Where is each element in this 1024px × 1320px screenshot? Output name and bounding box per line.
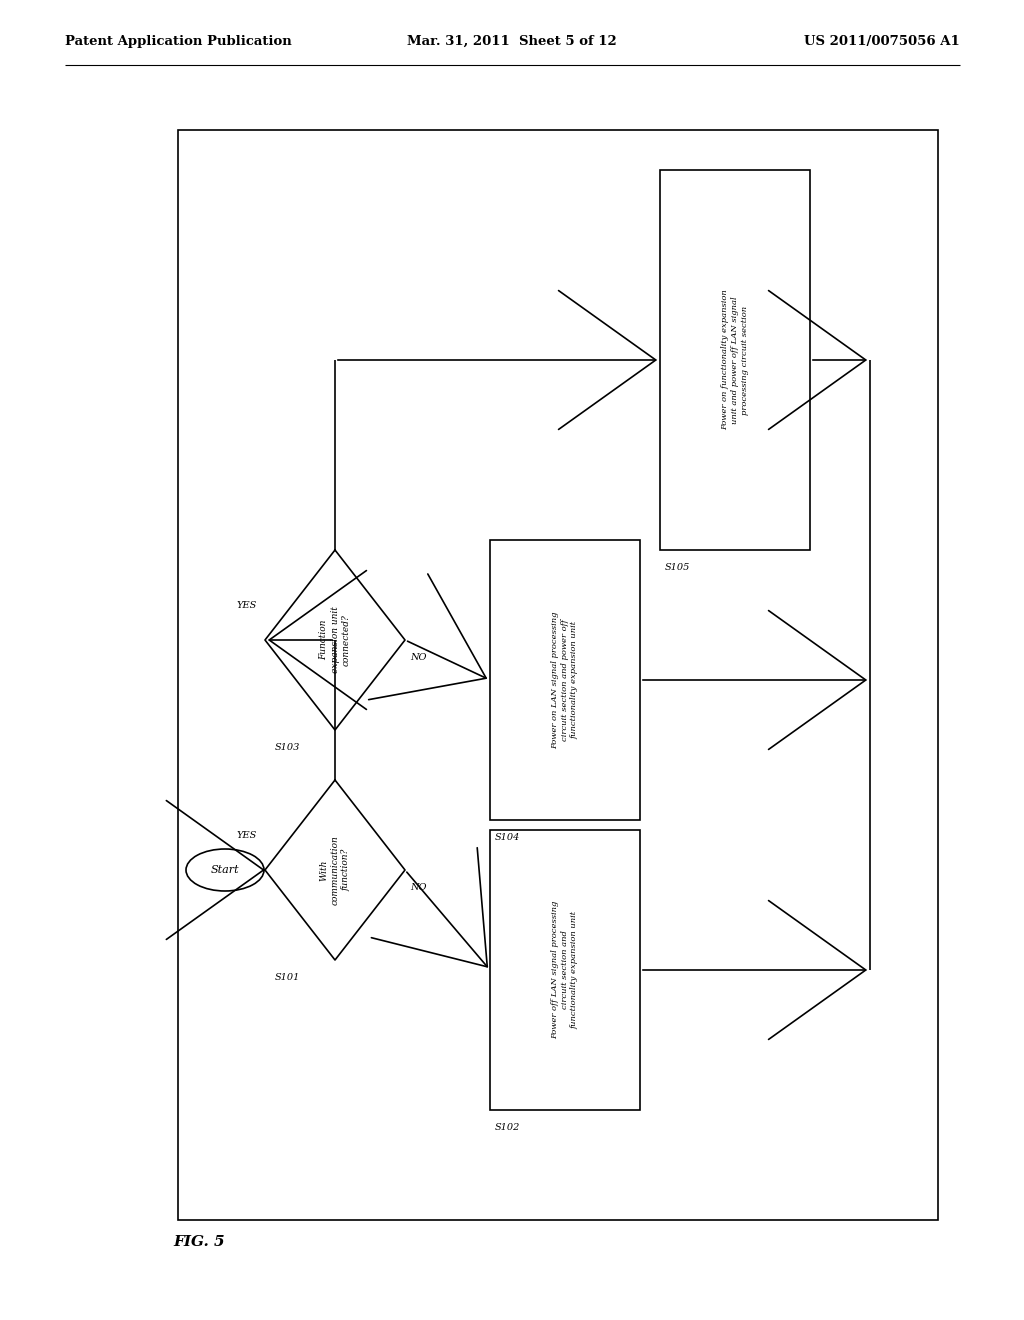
- Text: Power on LAN signal processing
circuit section and power off
functionality expan: Power on LAN signal processing circuit s…: [551, 611, 579, 748]
- Text: YES: YES: [237, 830, 257, 840]
- Bar: [490, 540, 640, 820]
- Text: S103: S103: [275, 743, 300, 752]
- Text: Patent Application Publication: Patent Application Publication: [65, 36, 292, 48]
- Text: S101: S101: [275, 974, 300, 982]
- Text: Start: Start: [211, 865, 240, 875]
- Text: With
communication
function?: With communication function?: [319, 836, 350, 906]
- Text: Mar. 31, 2011  Sheet 5 of 12: Mar. 31, 2011 Sheet 5 of 12: [408, 36, 616, 48]
- Text: NO: NO: [410, 653, 427, 663]
- Bar: [660, 170, 810, 550]
- Bar: [490, 830, 640, 1110]
- Text: Function
expansion unit
connected?: Function expansion unit connected?: [319, 607, 350, 673]
- Text: S104: S104: [495, 833, 520, 842]
- Text: NO: NO: [410, 883, 427, 892]
- Text: S105: S105: [665, 564, 690, 573]
- Text: FIG. 5: FIG. 5: [173, 1236, 224, 1249]
- Text: Power on functionality expansion
unit and power off LAN signal
processing circui: Power on functionality expansion unit an…: [721, 289, 749, 430]
- Text: US 2011/0075056 A1: US 2011/0075056 A1: [804, 36, 961, 48]
- Bar: [178, 129, 938, 1220]
- Text: YES: YES: [237, 601, 257, 610]
- Text: Power off LAN signal processing
circuit section and
functionality expansion unit: Power off LAN signal processing circuit …: [551, 900, 579, 1039]
- Text: S102: S102: [495, 1123, 520, 1133]
